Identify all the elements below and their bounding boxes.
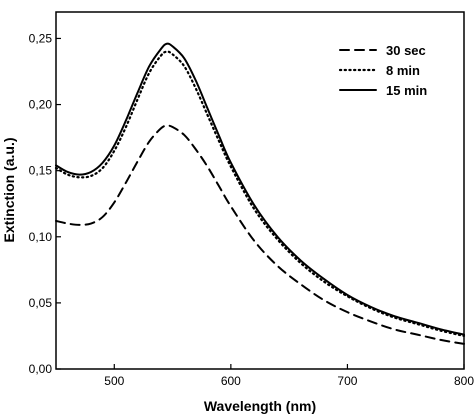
series-line-3: [55, 42, 465, 336]
y-tick-label: 0,15: [29, 164, 53, 178]
x-axis: 500 600 700 800: [104, 364, 474, 388]
plot-frame: [55, 11, 465, 370]
legend: 30 sec 8 min 15 min: [338, 43, 427, 98]
x-tick-label: 500: [104, 374, 124, 388]
x-axis-title: Wavelength (nm): [204, 398, 316, 414]
x-tick-label: 700: [337, 374, 357, 388]
y-tick-label: 0,10: [29, 230, 53, 244]
y-axis-title: Extinction (a.u.): [1, 138, 17, 243]
legend-label: 15 min: [386, 83, 427, 98]
y-axis: 0,00 0,05 0,10 0,15 0,20 0,25: [29, 31, 61, 376]
x-tick-label: 800: [454, 374, 474, 388]
series-line-2: [54, 50, 466, 338]
x-tick-label: 600: [221, 374, 241, 388]
series-lines: [54, 42, 466, 345]
y-tick-label: 0,00: [29, 362, 53, 376]
y-tick-label: 0,20: [29, 98, 53, 112]
series-line-1: [55, 124, 465, 345]
legend-label: 30 sec: [386, 43, 426, 58]
y-tick-label: 0,05: [29, 296, 53, 310]
y-tick-label: 0,25: [29, 31, 53, 45]
legend-label: 8 min: [386, 63, 420, 78]
